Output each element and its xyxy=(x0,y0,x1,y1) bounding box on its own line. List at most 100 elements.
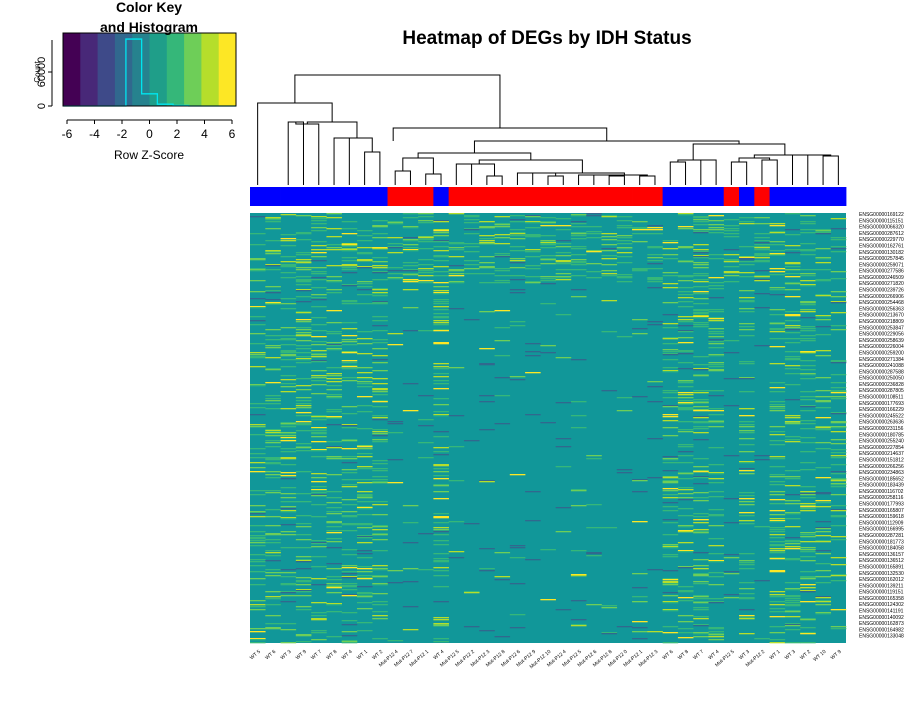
heatmap-cell xyxy=(708,478,725,480)
heatmap-cell xyxy=(769,426,786,428)
dendrogram-link xyxy=(547,175,564,185)
heatmap-cell xyxy=(326,530,342,532)
heatmap-cell xyxy=(693,264,709,266)
heatmap-cell xyxy=(387,333,404,335)
heatmap-cell xyxy=(311,639,327,641)
heatmap-cell xyxy=(830,575,847,577)
heatmap-cell xyxy=(280,472,297,474)
heatmap-cell xyxy=(815,229,832,231)
heatmap-cell xyxy=(815,550,832,552)
heatmap-cell xyxy=(677,397,694,399)
heatmap-cell xyxy=(739,257,755,259)
heatmap-cell xyxy=(784,399,801,401)
heatmap-cell xyxy=(830,422,847,424)
heatmap-cell xyxy=(448,275,465,277)
heatmap-cell xyxy=(830,398,847,400)
heatmap-cell xyxy=(372,526,388,528)
heatmap-cell xyxy=(265,604,281,606)
key-y-tick-label: 0 xyxy=(36,103,48,109)
heatmap-cell xyxy=(632,221,648,223)
heatmap-cell xyxy=(662,602,679,604)
heatmap-cell xyxy=(356,578,373,580)
column-label: WT 3 xyxy=(784,649,797,661)
heatmap-cell xyxy=(586,215,602,217)
heatmap-cell xyxy=(418,533,434,535)
heatmap-cell xyxy=(509,262,526,264)
heatmap-cell xyxy=(250,324,266,326)
heatmap-cell xyxy=(570,574,587,576)
heatmap-cell xyxy=(250,542,266,544)
heatmap-cell xyxy=(280,464,297,466)
heatmap-cell xyxy=(433,570,449,572)
heatmap-cell xyxy=(677,600,694,602)
heatmap-cell xyxy=(341,233,358,235)
heatmap-cell xyxy=(662,592,679,594)
heatmap-cell xyxy=(769,626,786,628)
heatmap-cell xyxy=(372,476,388,478)
heatmap-cell xyxy=(356,542,373,544)
heatmap-cell xyxy=(815,448,832,450)
heatmap-cell xyxy=(372,389,388,391)
heatmap-cell xyxy=(280,366,297,368)
heatmap-cell xyxy=(280,238,297,240)
heatmap-cell xyxy=(693,322,709,324)
row-label: ENSG00000162761 xyxy=(859,243,904,249)
heatmap-cell xyxy=(815,535,832,537)
heatmap-cell xyxy=(402,281,419,283)
heatmap-cell xyxy=(280,240,297,242)
heatmap-cell xyxy=(372,293,388,295)
heatmap-cell xyxy=(800,632,816,634)
heatmap-cell xyxy=(433,529,449,531)
heatmap-cell xyxy=(708,331,725,333)
heatmap-cell xyxy=(311,540,327,542)
heatmap-cell xyxy=(265,575,281,577)
heatmap-cell xyxy=(693,583,709,585)
heatmap-cell xyxy=(723,230,740,232)
heatmap-cell xyxy=(280,487,297,489)
heatmap-cell xyxy=(662,578,679,580)
heatmap-cell xyxy=(448,247,465,249)
heatmap-cell xyxy=(555,269,572,271)
heatmap-cell xyxy=(784,610,801,612)
heatmap-cell xyxy=(800,423,816,425)
dendrogram-link xyxy=(486,175,503,185)
heatmap-cell xyxy=(815,570,832,572)
heatmap-cell xyxy=(662,462,679,464)
heatmap-cell xyxy=(815,540,832,542)
heatmap-cell xyxy=(265,627,281,629)
heatmap-cell xyxy=(693,565,709,567)
heatmap-cell xyxy=(677,462,694,464)
heatmap-cell xyxy=(815,429,832,431)
heatmap-cell xyxy=(784,422,801,424)
heatmap-cell xyxy=(326,249,342,251)
heatmap-cell xyxy=(800,618,816,620)
heatmap-cell xyxy=(280,298,297,300)
heatmap-cell xyxy=(555,260,572,262)
column-label: WT 5 xyxy=(249,649,262,661)
heatmap-cell xyxy=(708,328,725,330)
heatmap-cell xyxy=(616,281,633,283)
heatmap-cell xyxy=(739,568,755,570)
heatmap-cell xyxy=(693,369,709,371)
heatmap-cell xyxy=(784,642,801,644)
row-label: ENSG00000151812 xyxy=(859,457,904,463)
heatmap-cell xyxy=(800,317,816,319)
heatmap-cell xyxy=(570,489,587,491)
heatmap-cell xyxy=(295,641,312,643)
heatmap-cell xyxy=(677,294,694,296)
heatmap-cell xyxy=(708,318,725,320)
heatmap-cell xyxy=(372,295,388,297)
heatmap-cell xyxy=(677,621,694,623)
heatmap-cell xyxy=(479,221,495,223)
heatmap-cell xyxy=(739,335,755,337)
heatmap-cell xyxy=(265,382,281,384)
heatmap-cell xyxy=(265,534,281,536)
heatmap-cell xyxy=(677,246,694,248)
heatmap-cell xyxy=(280,508,297,510)
heatmap-cell xyxy=(723,554,740,556)
heatmap-cell xyxy=(372,463,388,465)
heatmap-cell xyxy=(616,397,633,399)
row-label: ENSG00000271384 xyxy=(859,357,904,363)
heatmap-cell xyxy=(295,215,312,217)
heatmap-cell xyxy=(433,454,449,456)
